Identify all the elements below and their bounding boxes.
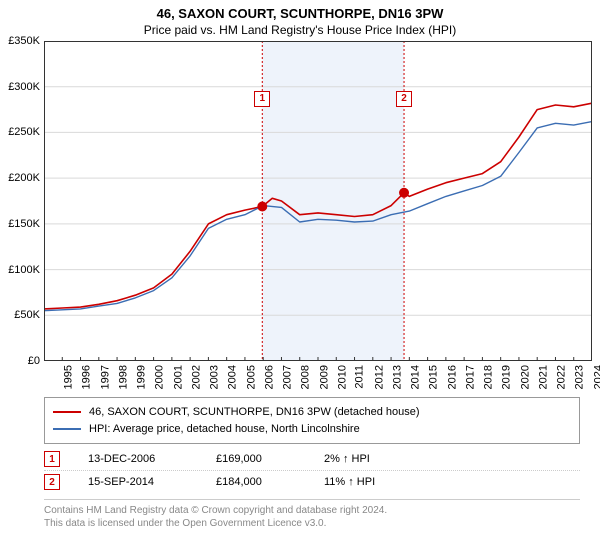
x-tick-label: 2001 [172,365,184,389]
legend-label: 46, SAXON COURT, SCUNTHORPE, DN16 3PW (d… [89,404,420,421]
x-tick-label: 2016 [446,365,458,389]
x-tick-label: 2007 [282,365,294,389]
y-tick-label: £200K [8,172,44,184]
x-tick-label: 2005 [245,365,257,389]
x-tick-label: 1995 [62,365,74,389]
chart-marker-label: 2 [396,91,412,107]
y-tick-label: £250K [8,126,44,138]
transaction-number-badge: 1 [44,451,60,467]
footer-line: Contains HM Land Registry data © Crown c… [44,504,580,517]
x-tick-label: 2012 [373,365,385,389]
x-tick-label: 2024 [592,365,600,389]
legend-row: 46, SAXON COURT, SCUNTHORPE, DN16 3PW (d… [53,404,571,421]
x-tick-label: 2021 [537,365,549,389]
legend-row: HPI: Average price, detached house, Nort… [53,421,571,438]
transaction-price: £184,000 [216,476,296,488]
chart-marker-label: 1 [254,91,270,107]
x-tick-label: 2008 [300,365,312,389]
legend-swatch [53,411,81,413]
chart-title-sub: Price paid vs. HM Land Registry's House … [0,21,600,41]
x-tick-label: 1997 [99,365,111,389]
chart-title-main: 46, SAXON COURT, SCUNTHORPE, DN16 3PW [0,0,600,21]
y-tick-label: £50K [14,309,44,321]
transaction-date: 13-DEC-2006 [88,453,188,465]
transaction-price: £169,000 [216,453,296,465]
x-tick-label: 2018 [483,365,495,389]
legend-box: 46, SAXON COURT, SCUNTHORPE, DN16 3PW (d… [44,397,580,444]
transaction-row: 2 15-SEP-2014 £184,000 11% ↑ HPI [44,471,580,493]
x-tick-label: 2006 [263,365,275,389]
x-tick-label: 2014 [410,365,422,389]
x-tick-label: 2019 [501,365,513,389]
x-tick-label: 2015 [428,365,440,389]
footer-line: This data is licensed under the Open Gov… [44,517,580,530]
footer-attribution: Contains HM Land Registry data © Crown c… [44,499,580,530]
x-tick-label: 2022 [556,365,568,389]
x-tick-label: 2013 [391,365,403,389]
x-tick-label: 2000 [154,365,166,389]
transactions-table: 1 13-DEC-2006 £169,000 2% ↑ HPI 2 15-SEP-2014… [44,448,580,493]
legend-label: HPI: Average price, detached house, Nort… [89,421,360,438]
legend-swatch [53,428,81,430]
x-tick-label: 2003 [209,365,221,389]
x-tick-label: 2017 [464,365,476,389]
y-tick-label: £150K [8,218,44,230]
x-tick-label: 2010 [336,365,348,389]
y-tick-label: £300K [8,81,44,93]
x-tick-label: 1996 [81,365,93,389]
x-tick-label: 2011 [354,365,366,389]
y-tick-label: £100K [8,264,44,276]
x-tick-label: 1999 [136,365,148,389]
y-tick-label: £350K [8,35,44,47]
transaction-row: 1 13-DEC-2006 £169,000 2% ↑ HPI [44,448,580,471]
x-tick-label: 2023 [574,365,586,389]
transaction-hpi-delta: 2% ↑ HPI [324,453,414,465]
x-tick-label: 1998 [117,365,129,389]
x-tick-label: 2002 [190,365,202,389]
transaction-number-badge: 2 [44,474,60,490]
y-tick-label: £0 [28,355,44,367]
chart-plot-area: £0£50K£100K£150K£200K£250K£300K£350K1995… [44,41,592,361]
transaction-hpi-delta: 11% ↑ HPI [324,476,414,488]
x-tick-label: 2004 [227,365,239,389]
x-tick-label: 2009 [318,365,330,389]
x-tick-label: 2020 [519,365,531,389]
transaction-date: 15-SEP-2014 [88,476,188,488]
